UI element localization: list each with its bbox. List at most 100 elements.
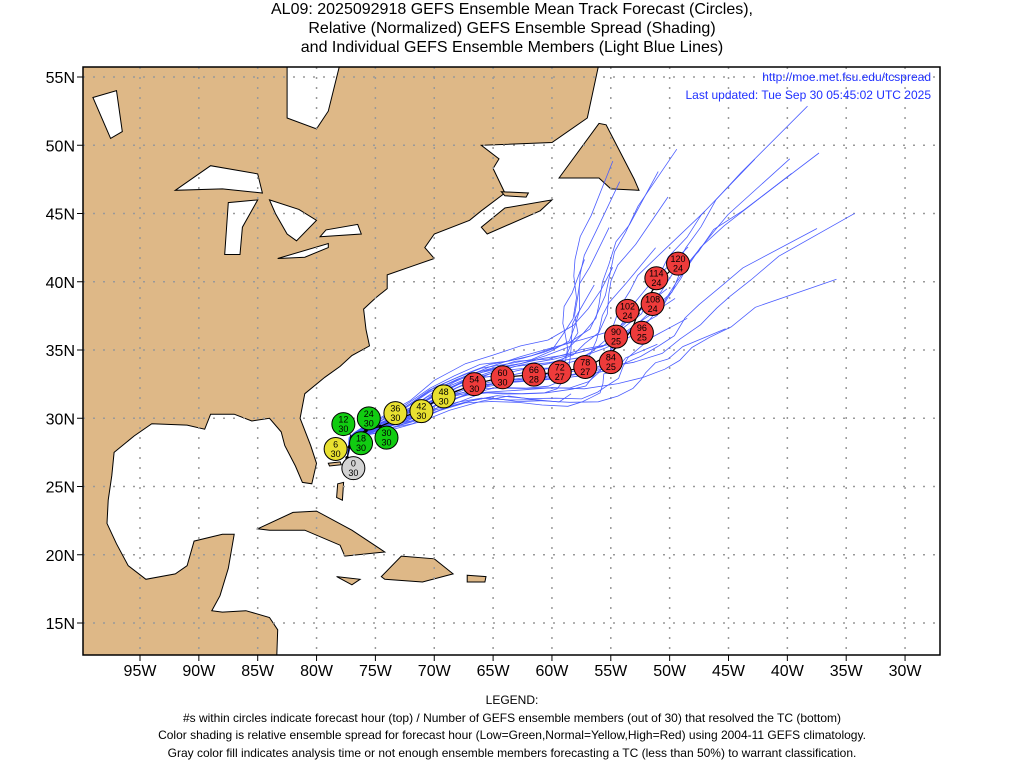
forecast-circle <box>409 399 434 424</box>
forecast-circle <box>341 456 366 481</box>
land-grand-bahama <box>327 461 343 467</box>
x-axis-ticks: 95W 90W 85W 80W 75W 70W 65W 60W 55W 50W 45W 40W 35W 3… <box>124 655 923 680</box>
member-count: 27 <box>580 367 590 377</box>
forecast-hour: 102 <box>620 301 635 311</box>
forecast-circle <box>547 360 572 385</box>
ensemble-member-track <box>346 267 614 458</box>
member-count: 24 <box>651 278 661 288</box>
forecast-circle <box>640 292 665 317</box>
forecast-hour: 60 <box>498 368 508 378</box>
member-count: 25 <box>606 362 616 372</box>
forecast-hour: 6 <box>333 440 338 450</box>
forecast-circle <box>431 384 456 409</box>
forecast-hour: 96 <box>637 323 647 333</box>
member-count: 24 <box>622 311 632 321</box>
title-line-1: AL09: 2025092918 GEFS Ensemble Mean Trac… <box>271 1 753 18</box>
forecast-circle <box>374 425 399 450</box>
x-tick-label: 55W <box>594 663 628 680</box>
x-tick-label: 40W <box>771 663 805 680</box>
x-tick-label: 90W <box>182 663 216 680</box>
forecast-circle <box>323 437 348 462</box>
legend-heading: LEGEND: <box>485 693 539 707</box>
y-tick-label: 45N <box>46 207 75 224</box>
forecast-hour: 54 <box>469 375 479 385</box>
land-layer <box>83 67 640 655</box>
grid-lines <box>83 67 940 655</box>
y-axis-ticks: 55N 50N 45N 40N 35N 30N 25N 20N 15N <box>46 70 83 633</box>
member-count: 30 <box>338 424 348 434</box>
land-nova-scotia <box>480 199 554 235</box>
forecast-circle <box>598 350 623 375</box>
map-frame <box>82 66 941 656</box>
legend-line-3: Gray color fill indicates analysis time … <box>167 745 857 760</box>
member-count: 30 <box>331 449 341 459</box>
forecast-circle <box>462 372 487 397</box>
lake-huron <box>268 199 318 242</box>
member-count: 30 <box>439 396 449 406</box>
forecast-circle <box>349 431 374 456</box>
forecast-hour: 108 <box>645 295 660 305</box>
forecast-circle <box>331 412 356 437</box>
forecast-circle <box>521 362 546 387</box>
x-tick-label: 45W <box>712 663 746 680</box>
member-count: 27 <box>555 372 565 382</box>
legend-line-2: Color shading is relative ensemble sprea… <box>158 728 866 742</box>
land-prince-edward-island <box>500 191 530 198</box>
forecast-hour: 66 <box>529 365 539 375</box>
x-tick-label: 75W <box>359 663 393 680</box>
member-count: 24 <box>648 304 658 314</box>
forecast-circle <box>490 365 515 390</box>
forecast-hour: 18 <box>356 434 366 444</box>
land-newfoundland <box>558 122 640 191</box>
forecast-hour: 42 <box>416 402 426 412</box>
legend-line-1: #s within circles indicate forecast hour… <box>182 710 842 725</box>
x-tick-label: 80W <box>300 663 334 680</box>
legend: LEGEND: #s within circles indicate forec… <box>0 692 1024 762</box>
title-line-3: and Individual GEFS Ensemble Members (Li… <box>300 39 724 56</box>
x-tick-label: 30W <box>889 663 923 680</box>
forecast-hour: 114 <box>649 269 663 279</box>
member-count: 30 <box>364 418 374 428</box>
forecast-circle <box>573 355 598 380</box>
y-tick-label: 30N <box>46 411 75 428</box>
title-line-2: Relative (Normalized) GEFS Ensemble Spre… <box>308 20 716 37</box>
y-tick-label: 40N <box>46 275 75 292</box>
member-count: 25 <box>611 337 621 347</box>
forecast-hour: 24 <box>364 409 374 419</box>
forecast-hour: 78 <box>580 358 590 368</box>
x-tick-label: 60W <box>535 663 569 680</box>
x-tick-label: 65W <box>477 663 511 680</box>
member-count: 28 <box>529 375 539 385</box>
member-count: 30 <box>469 384 479 394</box>
y-tick-label: 15N <box>46 616 75 633</box>
forecast-hour: 12 <box>338 415 348 425</box>
member-count: 30 <box>356 443 366 453</box>
forecast-hour: 48 <box>439 387 449 397</box>
x-tick-label: 70W <box>418 663 452 680</box>
y-tick-label: 55N <box>46 70 75 87</box>
forecast-hour: 30 <box>381 428 391 438</box>
x-tick-label: 50W <box>653 663 687 680</box>
forecast-circle <box>629 320 654 345</box>
x-tick-label: 95W <box>124 663 158 680</box>
y-tick-label: 25N <box>46 480 75 497</box>
forecast-hour: 90 <box>611 327 621 337</box>
lake-superior <box>173 165 264 194</box>
member-count: 24 <box>673 264 683 274</box>
lake-ontario <box>318 223 363 238</box>
forecast-circle-0h: 030 <box>341 456 366 481</box>
